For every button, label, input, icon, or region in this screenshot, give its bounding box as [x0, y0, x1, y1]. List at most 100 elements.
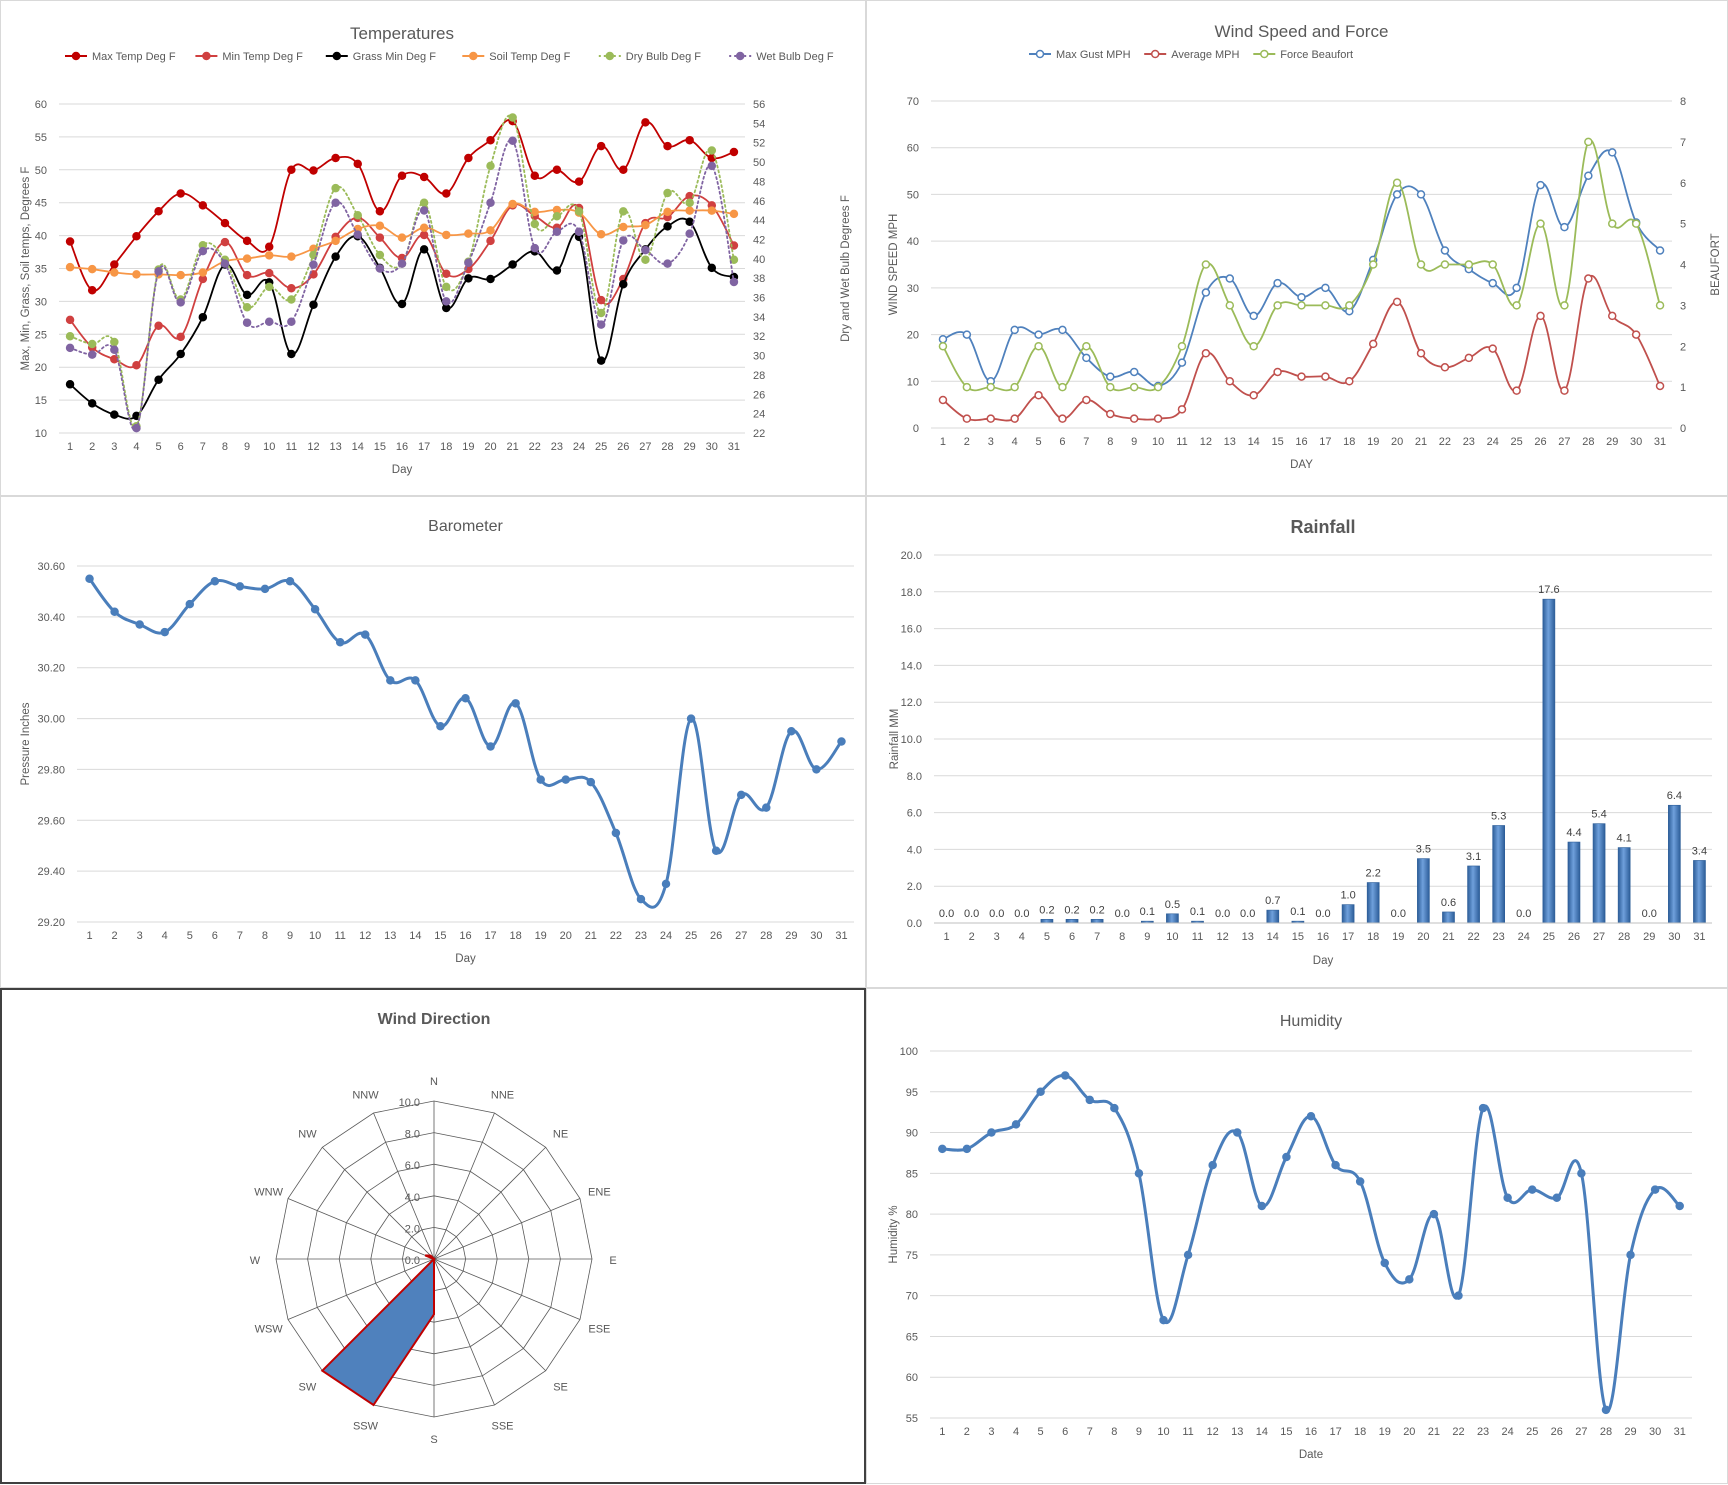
y2-tick-label: 8 [1680, 96, 1686, 108]
data-point [1153, 382, 1163, 392]
x-tick-label: 4 [133, 441, 139, 453]
data-point [663, 188, 672, 198]
data-point [87, 264, 97, 274]
legend-swatch-marker [71, 51, 81, 61]
x-tick-label: 16 [459, 930, 471, 942]
data-point [419, 230, 429, 240]
data-point [220, 237, 230, 247]
data-point [1201, 288, 1211, 297]
y2-tick-label: 26 [753, 389, 765, 401]
bar [1366, 882, 1380, 924]
direction-label: WNW [254, 1186, 283, 1198]
data-point [287, 283, 296, 293]
y-tick-label: 30.60 [37, 561, 65, 573]
data-point [1183, 1250, 1193, 1260]
x-tick-label: 10 [1166, 931, 1178, 943]
data-point [464, 274, 473, 283]
legend-label: Max Temp Deg F [92, 51, 176, 63]
data-point [641, 118, 650, 127]
data-point [1416, 190, 1426, 199]
data-point [1631, 330, 1641, 339]
y-tick-label: 60 [906, 1372, 918, 1384]
legend-entry: Max Temp Deg F [65, 51, 176, 63]
x-tick-label: 9 [287, 930, 293, 942]
x-axis-label: Day [455, 953, 476, 965]
data-point [1106, 382, 1115, 392]
data-point [419, 245, 429, 254]
x-tick-label: 3 [988, 1426, 994, 1438]
y2-tick-label: 0 [1680, 423, 1686, 435]
data-point [1380, 1258, 1389, 1268]
data-label: 0.0 [1391, 908, 1406, 920]
data-point [110, 607, 119, 617]
data-point [729, 277, 739, 287]
data-point [1584, 137, 1593, 147]
x-tick-label: 12 [359, 930, 371, 942]
y-axis-label: Rainfall MM [889, 709, 901, 770]
data-point [486, 274, 495, 284]
x-tick-label: 29 [785, 930, 797, 942]
radar-spoke [287, 1198, 435, 1260]
data-point [1034, 342, 1043, 351]
direction-label: NE [553, 1128, 568, 1140]
y-tick-label: 50 [907, 189, 919, 201]
bar [1040, 919, 1054, 924]
x-tick-label: 2 [969, 931, 975, 943]
direction-label: NW [298, 1128, 317, 1140]
radar-spoke [433, 1258, 581, 1320]
data-point [154, 321, 163, 330]
x-tick-label: 14 [1256, 1426, 1268, 1438]
data-label: 0.0 [1516, 908, 1531, 920]
data-point [1058, 414, 1067, 423]
data-point [1650, 1185, 1660, 1194]
direction-label: ENE [588, 1186, 611, 1198]
y-tick-label: 20.0 [901, 550, 922, 562]
bar [1567, 841, 1581, 924]
data-point [938, 395, 948, 405]
data-point [353, 230, 362, 239]
y2-axis-label: Dry and Wet Bulb Degrees F [840, 195, 852, 342]
radar-spoke [433, 1112, 495, 1260]
data-point [1626, 1250, 1635, 1260]
data-point [530, 219, 540, 229]
data-point [1552, 1193, 1562, 1203]
x-tick-label: 11 [1176, 436, 1187, 448]
data-label: 6.4 [1667, 790, 1682, 802]
data-point [1416, 260, 1426, 269]
x-tick-label: 25 [685, 930, 697, 942]
x-tick-label: 10 [1152, 436, 1164, 448]
bar [1166, 913, 1179, 924]
y-tick-label: 100 [900, 1046, 918, 1058]
data-point [1306, 1111, 1316, 1121]
x-tick-label: 5 [1038, 1426, 1044, 1438]
series-line [88, 577, 843, 909]
legend-entry: Soil Temp Deg F [462, 51, 571, 63]
data-point [331, 183, 340, 193]
data-point [65, 380, 75, 389]
data-point [65, 331, 75, 341]
data-point [419, 172, 429, 182]
x-tick-label: 12 [1207, 1426, 1219, 1438]
x-tick-label: 17 [1342, 931, 1354, 943]
data-label: 0.1 [1290, 906, 1305, 918]
y2-tick-label: 1 [1680, 382, 1686, 394]
barometer-chart: Barometer 29.20 29.40 29.60 29.80 30.00 30.20 3… [20, 518, 854, 965]
data-point [938, 334, 948, 344]
legend-swatch-marker [332, 51, 342, 61]
x-tick-label: 15 [374, 441, 386, 453]
y-tick-label: 14.0 [901, 660, 922, 672]
data-point [962, 330, 972, 339]
y-tick-label: 45 [35, 198, 47, 210]
data-point [235, 582, 245, 591]
data-point [1225, 377, 1235, 386]
data-point [1177, 405, 1187, 414]
data-point [486, 236, 495, 246]
data-point [685, 229, 694, 238]
data-point [530, 207, 540, 217]
legend-swatch-marker [735, 51, 745, 61]
radar-spoke [433, 1146, 547, 1260]
legend-label: Dry Bulb Deg F [626, 51, 701, 63]
data-label: 0.0 [1115, 908, 1130, 920]
data-label: 0.0 [1642, 908, 1657, 920]
data-point [132, 423, 141, 433]
